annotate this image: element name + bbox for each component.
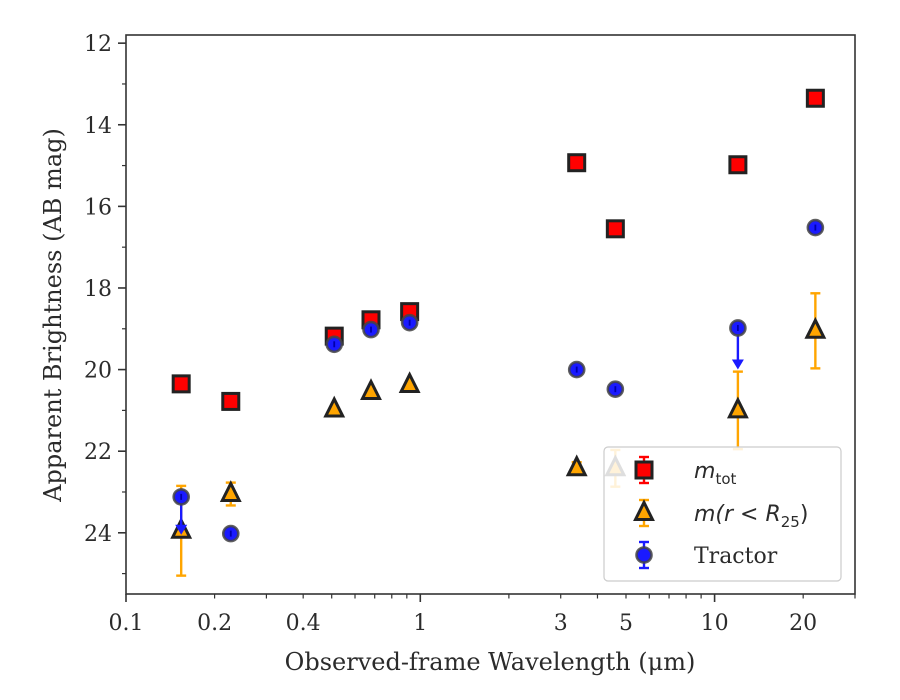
x-tick-label: 5 (619, 611, 633, 636)
y-tick-label: 24 (84, 522, 112, 547)
triangle-data-point (360, 378, 382, 400)
legend-box (603, 446, 842, 582)
legend-label: Tractor (694, 544, 778, 569)
triangle-data-point (219, 480, 242, 502)
legend-square-marker (634, 460, 654, 480)
y-axis-label: Apparent Brightness (AB mag) (39, 128, 67, 503)
legend-triangle-marker (633, 499, 655, 521)
x-tick-label: 3 (554, 611, 568, 636)
x-axis-label: Observed-frame Wavelength (μm) (285, 648, 696, 676)
square-data-point (728, 155, 748, 175)
y-tick-label: 20 (84, 359, 112, 384)
y-tick-label: 16 (84, 195, 112, 220)
axes: 12 14 16 18 20 22 24 0.1 0.2 0.4 1 3 5 10 20 (84, 32, 856, 636)
plot-frame (125, 34, 856, 595)
x-tick-label: 0.2 (197, 611, 232, 636)
upper-limit-arrowhead (175, 524, 188, 535)
square-data-point (805, 88, 825, 108)
x-tick-label: 1 (413, 611, 427, 636)
triangle-data-point (323, 395, 346, 418)
x-tick-label: 0.1 (109, 611, 144, 636)
triangle-data-point (565, 454, 588, 477)
square-data-point (221, 391, 241, 411)
triangle-data-point (804, 316, 827, 339)
x-tick-label: 0.4 (286, 611, 321, 636)
y-tick-label: 22 (84, 440, 112, 465)
triangle-data-point (726, 396, 749, 419)
square-data-point (171, 374, 191, 394)
square-data-point (605, 219, 625, 239)
square-data-point (567, 153, 587, 173)
legend-circle-marker (635, 546, 653, 564)
x-tick-label: 20 (789, 611, 817, 636)
y-tick-label: 12 (84, 32, 112, 57)
legend: mtot m(r < R25) Tractor (603, 446, 842, 582)
triangle-data-point (398, 371, 421, 394)
legend-label: m(r < R25) (694, 502, 808, 531)
y-tick-label: 18 (84, 277, 112, 302)
upper-limit-arrowhead (731, 359, 744, 370)
x-tick-label: 10 (701, 611, 729, 636)
y-tick-label: 14 (84, 114, 112, 139)
legend-label: mtot (694, 459, 736, 488)
